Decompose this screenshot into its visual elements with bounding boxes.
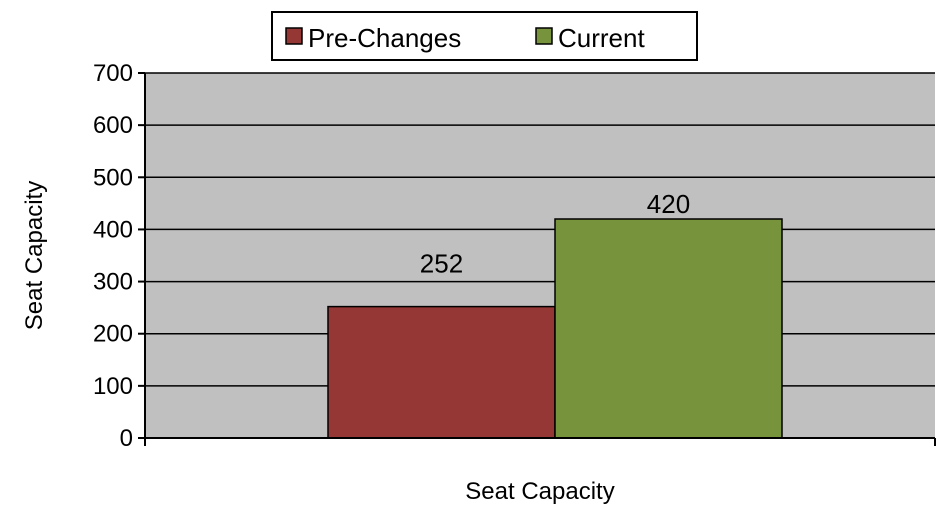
legend-box (271, 11, 698, 61)
y-tick-label: 700 (93, 60, 133, 87)
y-tick-label: 0 (120, 425, 133, 452)
y-tick-label: 100 (93, 373, 133, 400)
x-axis-title: Seat Capacity (465, 478, 614, 505)
bar-current (554, 218, 783, 439)
axes (144, 73, 936, 446)
bars (327, 218, 783, 439)
legend-label: Pre-Changes (308, 23, 461, 53)
y-tick-label: 600 (93, 112, 133, 139)
y-tick-label: 300 (93, 269, 133, 296)
legend-swatch (535, 27, 553, 45)
y-axis-title: Seat Capacity (21, 181, 48, 330)
y-tick-label: 400 (93, 216, 133, 243)
y-tick-labels: 0 100 200 300 400 500 600 700 (93, 60, 145, 452)
legend-swatch (285, 27, 303, 45)
y-tick-label: 500 (93, 164, 133, 191)
y-tick-label: 200 (93, 321, 133, 348)
legend: Pre-Changes Current (271, 11, 698, 61)
data-labels: 252 420 (420, 189, 690, 279)
bar-pre-changes (327, 305, 556, 439)
data-label: 420 (647, 189, 690, 219)
legend-label: Current (558, 23, 645, 53)
data-label: 252 (420, 249, 463, 279)
